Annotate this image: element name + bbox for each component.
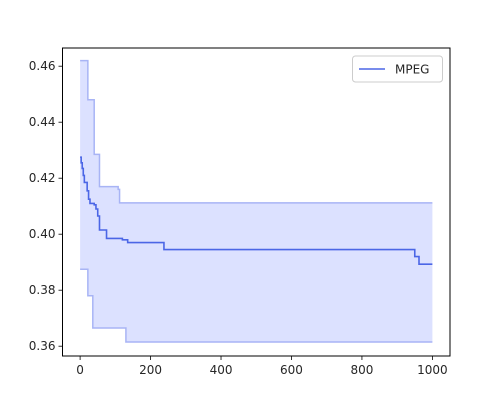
legend-box [352,55,443,83]
series-line-layer [80,156,433,265]
y-tick-label: 0.36 [29,339,56,353]
band-lower-edge [80,268,433,343]
y-tick-label: 0.38 [29,283,56,297]
legend: MPEG [352,55,443,83]
x-axis: 0 200 400 600 800 1000 [76,356,448,377]
legend-label-mpeg: MPEG [395,63,429,77]
x-tick-label: 0 [76,363,84,377]
x-tick-label: 1000 [417,363,448,377]
y-tick-label: 0.42 [29,171,56,185]
x-tick-label: 800 [350,363,373,377]
plot-frame [62,47,451,357]
series-line-mpeg [80,156,433,265]
x-tick-label: 400 [210,363,233,377]
y-tick-label: 0.40 [29,227,56,241]
x-tick-label: 200 [139,363,162,377]
band-upper-edge [80,59,433,204]
x-tick-label: 600 [280,363,303,377]
y-tick-label: 0.46 [29,59,56,73]
y-axis: 0.36 0.38 0.40 0.42 0.44 0.46 [29,59,63,353]
y-tick-label: 0.44 [29,115,56,129]
confidence-band-layer [80,59,433,343]
confidence-band [80,60,433,342]
